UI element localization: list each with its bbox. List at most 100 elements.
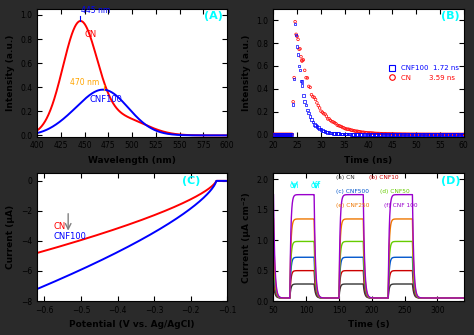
Point bbox=[275, 132, 283, 137]
Point bbox=[308, 117, 315, 122]
Point bbox=[447, 132, 455, 137]
Text: (B): (B) bbox=[441, 11, 459, 21]
Point bbox=[335, 123, 342, 128]
Point bbox=[283, 132, 290, 137]
Point bbox=[285, 132, 293, 137]
Text: 445 nm: 445 nm bbox=[81, 6, 110, 15]
Text: (C): (C) bbox=[182, 176, 200, 186]
Point bbox=[298, 58, 306, 63]
Point bbox=[364, 130, 371, 135]
Point bbox=[453, 132, 461, 137]
Point bbox=[306, 114, 314, 119]
Point bbox=[414, 132, 421, 137]
Point bbox=[339, 125, 346, 130]
Point bbox=[272, 132, 279, 137]
Point bbox=[404, 132, 412, 137]
Point bbox=[394, 131, 402, 137]
Point bbox=[396, 131, 403, 137]
Point bbox=[321, 112, 329, 117]
Point bbox=[405, 132, 413, 137]
Point bbox=[399, 132, 406, 137]
Point bbox=[346, 127, 353, 132]
Point bbox=[329, 131, 337, 136]
Point bbox=[336, 124, 344, 129]
Point bbox=[397, 132, 405, 137]
Point bbox=[313, 100, 321, 106]
Point bbox=[317, 109, 325, 114]
Point bbox=[407, 132, 414, 137]
Point bbox=[273, 132, 281, 137]
Point bbox=[362, 132, 370, 137]
Text: CNF100: CNF100 bbox=[90, 95, 122, 104]
Point bbox=[336, 131, 344, 137]
Point bbox=[427, 132, 435, 137]
Point bbox=[393, 132, 401, 137]
Point bbox=[343, 131, 351, 137]
Point bbox=[279, 132, 286, 137]
Point bbox=[430, 132, 438, 137]
Text: CN: CN bbox=[54, 222, 66, 231]
Point bbox=[296, 68, 304, 73]
Point bbox=[314, 103, 322, 108]
Point bbox=[455, 132, 462, 137]
Point bbox=[287, 132, 295, 137]
Point bbox=[287, 132, 295, 137]
Point bbox=[292, 19, 299, 24]
Text: on: on bbox=[290, 181, 299, 190]
Point bbox=[304, 75, 311, 81]
Point bbox=[270, 132, 277, 137]
Point bbox=[305, 84, 312, 89]
Point bbox=[450, 132, 458, 137]
Point bbox=[359, 130, 367, 135]
Point bbox=[325, 116, 333, 122]
Point bbox=[405, 132, 413, 137]
Point bbox=[370, 132, 378, 137]
Point bbox=[445, 132, 452, 137]
Point bbox=[340, 131, 348, 137]
Point bbox=[418, 132, 425, 137]
Point bbox=[423, 132, 431, 137]
Point bbox=[295, 63, 303, 69]
Point bbox=[298, 58, 306, 64]
Point bbox=[284, 132, 292, 137]
Point bbox=[323, 129, 330, 135]
Point bbox=[378, 132, 386, 137]
Point bbox=[383, 131, 390, 136]
Point bbox=[425, 132, 432, 137]
Point bbox=[342, 131, 349, 137]
Point bbox=[312, 123, 319, 128]
Point bbox=[457, 132, 465, 137]
Point bbox=[399, 131, 406, 137]
Point bbox=[283, 132, 291, 137]
Point bbox=[449, 132, 456, 137]
Point bbox=[400, 132, 408, 137]
Point bbox=[324, 116, 332, 122]
Point bbox=[298, 83, 306, 88]
Point bbox=[297, 78, 305, 84]
Point bbox=[332, 131, 340, 136]
Point bbox=[306, 85, 314, 90]
Y-axis label: Current (μA): Current (μA) bbox=[7, 205, 16, 269]
Point bbox=[280, 132, 287, 137]
Legend: CNF100  1.72 ns, CN        3.59 ns: CNF100 1.72 ns, CN 3.59 ns bbox=[383, 64, 460, 82]
Point bbox=[295, 47, 303, 52]
Point bbox=[282, 132, 289, 137]
Point bbox=[410, 132, 417, 137]
Point bbox=[374, 131, 382, 136]
Point bbox=[374, 132, 382, 137]
Text: (A): (A) bbox=[204, 11, 223, 21]
Point bbox=[335, 131, 342, 136]
Point bbox=[401, 131, 409, 137]
Text: (e) CNF250: (e) CNF250 bbox=[336, 203, 370, 208]
Point bbox=[312, 97, 319, 102]
Point bbox=[364, 132, 371, 137]
Y-axis label: Current (μA cm⁻²): Current (μA cm⁻²) bbox=[242, 192, 251, 282]
Point bbox=[460, 132, 467, 137]
Point bbox=[300, 57, 307, 63]
Point bbox=[282, 132, 289, 137]
Point bbox=[365, 130, 372, 136]
Point bbox=[294, 37, 302, 42]
Point bbox=[354, 132, 362, 137]
Point bbox=[284, 132, 292, 137]
Point bbox=[316, 105, 323, 111]
